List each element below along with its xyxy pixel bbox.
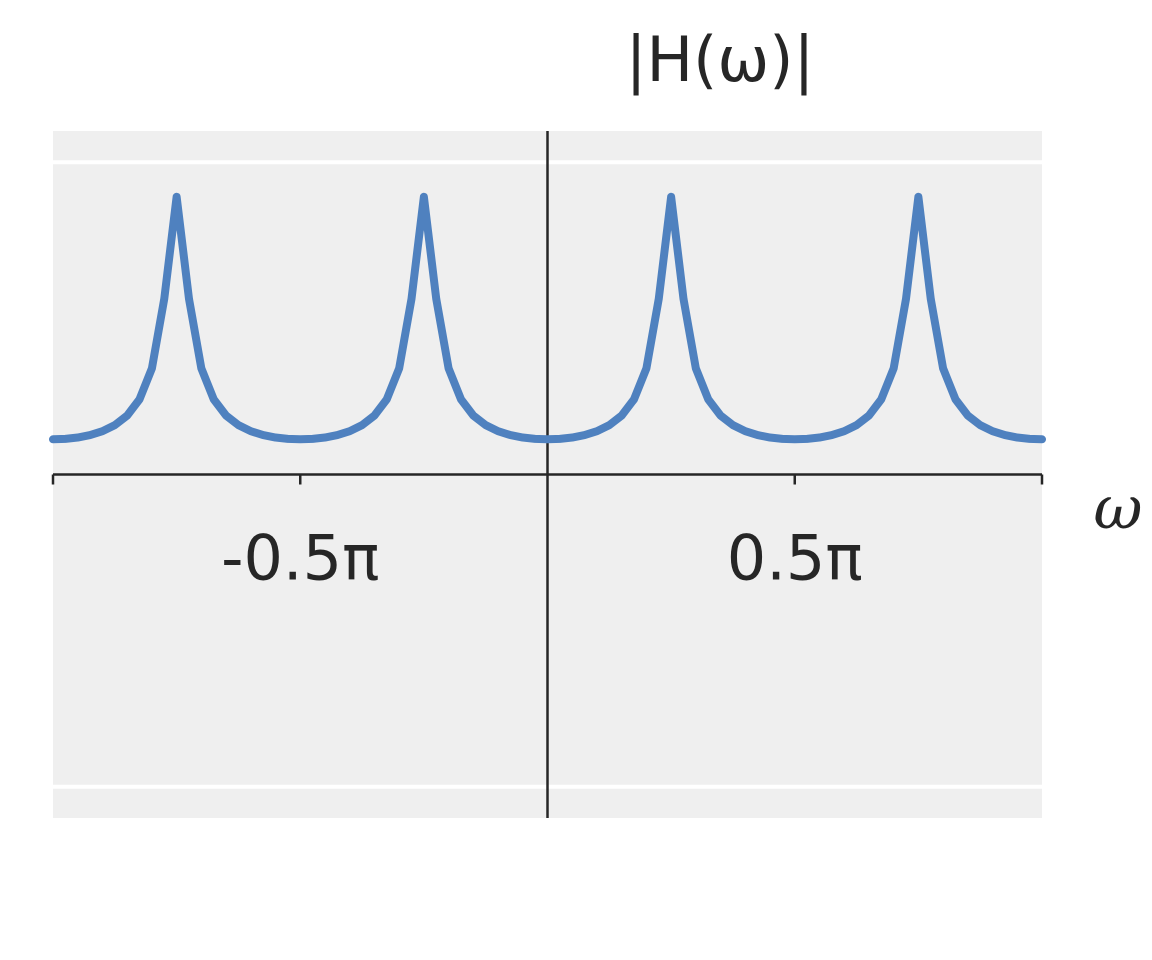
x-tick-label: 0.5π: [727, 522, 863, 595]
data-line: [49, 192, 1046, 444]
chart-title: |H(ω)|: [626, 23, 815, 97]
x-axis-label: ω: [1094, 474, 1143, 544]
x-tick-label: -0.5π: [221, 522, 379, 595]
